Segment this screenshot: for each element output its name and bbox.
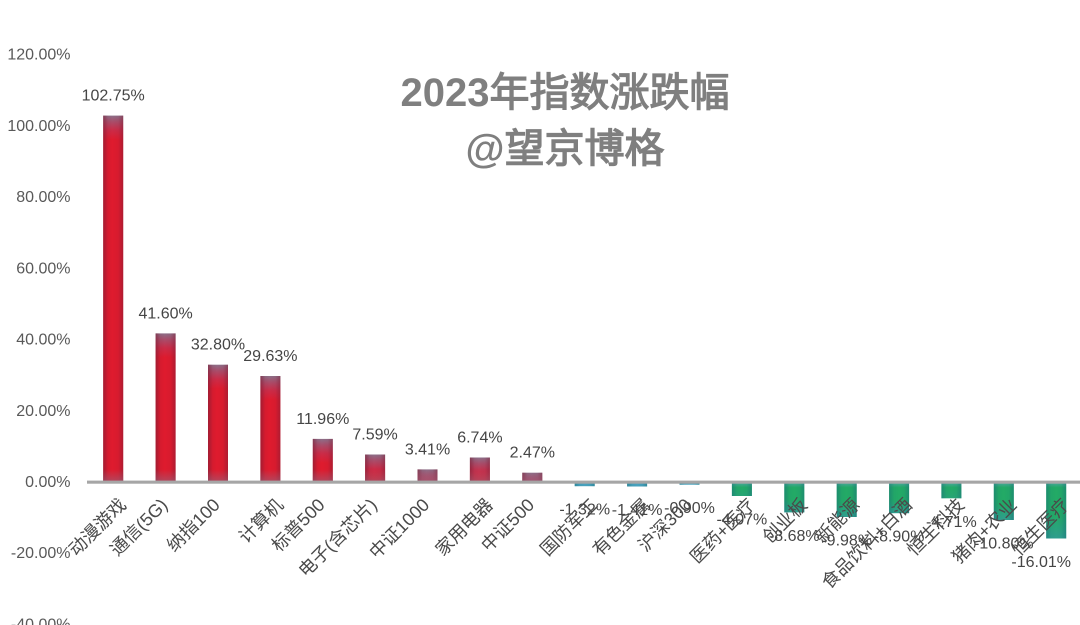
svg-text:-20.00%: -20.00% [11, 545, 71, 562]
svg-text:-16.01%: -16.01% [1011, 554, 1071, 571]
svg-text:-10.80%: -10.80% [974, 536, 1034, 553]
svg-text:-1.32%: -1.32% [559, 502, 610, 519]
svg-text:纳指100: 纳指100 [163, 495, 224, 556]
svg-text:7.59%: 7.59% [352, 427, 397, 444]
svg-text:-40.00%: -40.00% [11, 616, 71, 625]
svg-text:-4.07%: -4.07% [717, 512, 768, 529]
svg-text:0.00%: 0.00% [25, 474, 70, 491]
svg-text:6.74%: 6.74% [457, 430, 502, 447]
svg-text:-0.90%: -0.90% [664, 500, 715, 517]
svg-text:2023年指数涨跌幅: 2023年指数涨跌幅 [401, 71, 730, 115]
svg-text:3.41%: 3.41% [405, 441, 450, 458]
svg-text:@望京博格: @望京博格 [465, 127, 665, 171]
svg-text:2.47%: 2.47% [510, 445, 555, 462]
svg-text:120.00%: 120.00% [7, 47, 70, 64]
svg-text:-8.90%: -8.90% [874, 529, 925, 546]
svg-text:20.00%: 20.00% [16, 403, 70, 420]
svg-text:41.60%: 41.60% [138, 305, 192, 322]
svg-text:-8.68%: -8.68% [769, 528, 820, 545]
svg-text:29.63%: 29.63% [243, 348, 297, 365]
svg-text:80.00%: 80.00% [16, 189, 70, 206]
svg-text:-4.71%: -4.71% [926, 514, 977, 531]
svg-text:11.96%: 11.96% [296, 411, 349, 428]
svg-text:-1.41%: -1.41% [612, 502, 663, 519]
svg-text:60.00%: 60.00% [16, 260, 70, 277]
svg-text:40.00%: 40.00% [16, 332, 70, 349]
svg-text:102.75%: 102.75% [82, 88, 145, 105]
svg-text:100.00%: 100.00% [7, 118, 70, 135]
svg-text:32.80%: 32.80% [191, 337, 245, 354]
svg-text:-9.98%: -9.98% [821, 533, 872, 550]
